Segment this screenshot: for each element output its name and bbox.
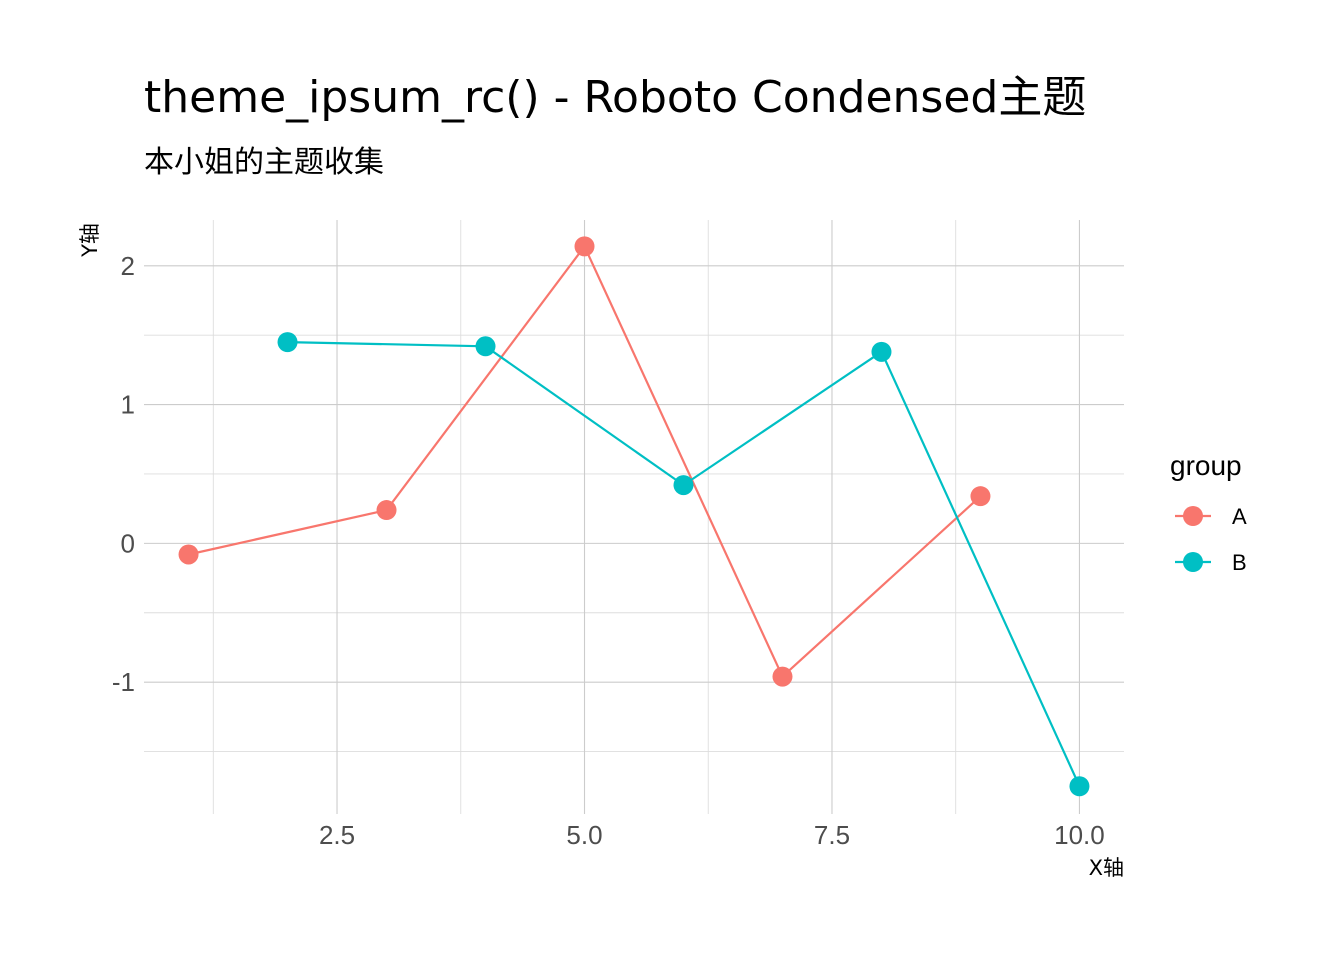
data-point-b <box>277 332 298 353</box>
data-point-b <box>1069 776 1090 797</box>
x-axis-title: X轴 <box>1089 856 1124 880</box>
y-tick-label: 0 <box>121 528 135 558</box>
legend-item-b: B <box>1175 550 1247 575</box>
series-line-b <box>287 341 1081 787</box>
legend-label: B <box>1232 550 1247 575</box>
data-point-a <box>970 486 991 507</box>
series-layer <box>178 236 1090 797</box>
data-point-a <box>178 544 199 565</box>
chart-title: theme_ipsum_rc() - Roboto Condensed主题 <box>144 72 1086 123</box>
data-point-b <box>871 341 892 362</box>
legend-label: A <box>1232 504 1247 529</box>
x-tick-label: 2.5 <box>319 820 355 850</box>
series-a <box>178 236 991 687</box>
data-point-b <box>475 336 496 357</box>
y-tick-label: 2 <box>121 251 135 281</box>
x-tick-label: 10.0 <box>1054 820 1105 850</box>
x-tick-label: 7.5 <box>814 820 850 850</box>
grid-lines <box>144 220 1124 814</box>
series-b <box>277 332 1090 797</box>
chart-subtitle: 本小姐的主题收集 <box>144 145 384 180</box>
x-tick-label: 5.0 <box>566 820 602 850</box>
legend-title: group <box>1170 450 1242 481</box>
legend: group AB <box>1170 450 1247 575</box>
legend-key-point <box>1183 506 1203 526</box>
y-tick-label: -1 <box>112 667 135 697</box>
y-axis-ticks: -1 0 1 2 <box>112 251 135 697</box>
x-axis-ticks: 2.5 5.0 7.5 10.0 <box>319 820 1105 850</box>
y-tick-label: 1 <box>121 390 135 420</box>
data-point-a <box>376 500 397 521</box>
y-axis-title: Y轴 <box>78 223 102 258</box>
data-point-a <box>772 666 793 687</box>
data-point-a <box>574 236 595 257</box>
legend-item-a: A <box>1175 504 1247 529</box>
data-point-b <box>673 475 694 496</box>
legend-key-point <box>1183 552 1203 572</box>
